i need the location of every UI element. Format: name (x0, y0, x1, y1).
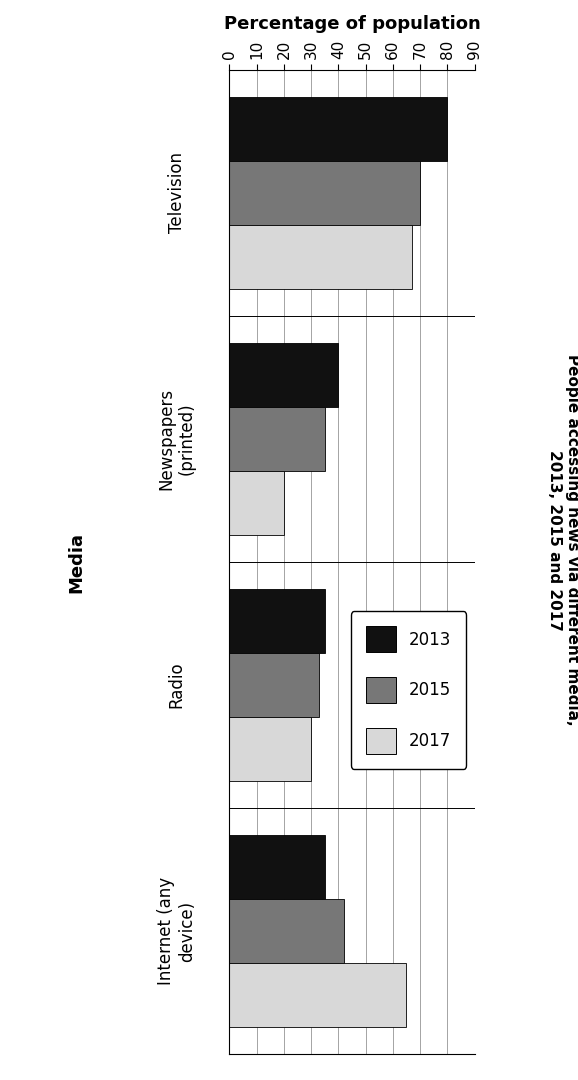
Bar (229, 407, 325, 471)
Bar (229, 900, 344, 963)
Bar (229, 589, 325, 653)
Text: People accessing news via different media,
2013, 2015 and 2017: People accessing news via different medi… (547, 354, 578, 726)
Bar (229, 717, 311, 781)
Bar (229, 835, 325, 900)
Bar (229, 653, 319, 717)
X-axis label: Percentage of population: Percentage of population (224, 15, 480, 33)
Bar (229, 471, 284, 535)
Y-axis label: Media: Media (67, 531, 85, 593)
Bar (229, 97, 447, 161)
Bar (229, 343, 338, 407)
Bar (229, 963, 406, 1027)
Bar (229, 161, 420, 225)
Bar (229, 225, 412, 289)
Legend: 2013, 2015, 2017: 2013, 2015, 2017 (350, 611, 466, 769)
